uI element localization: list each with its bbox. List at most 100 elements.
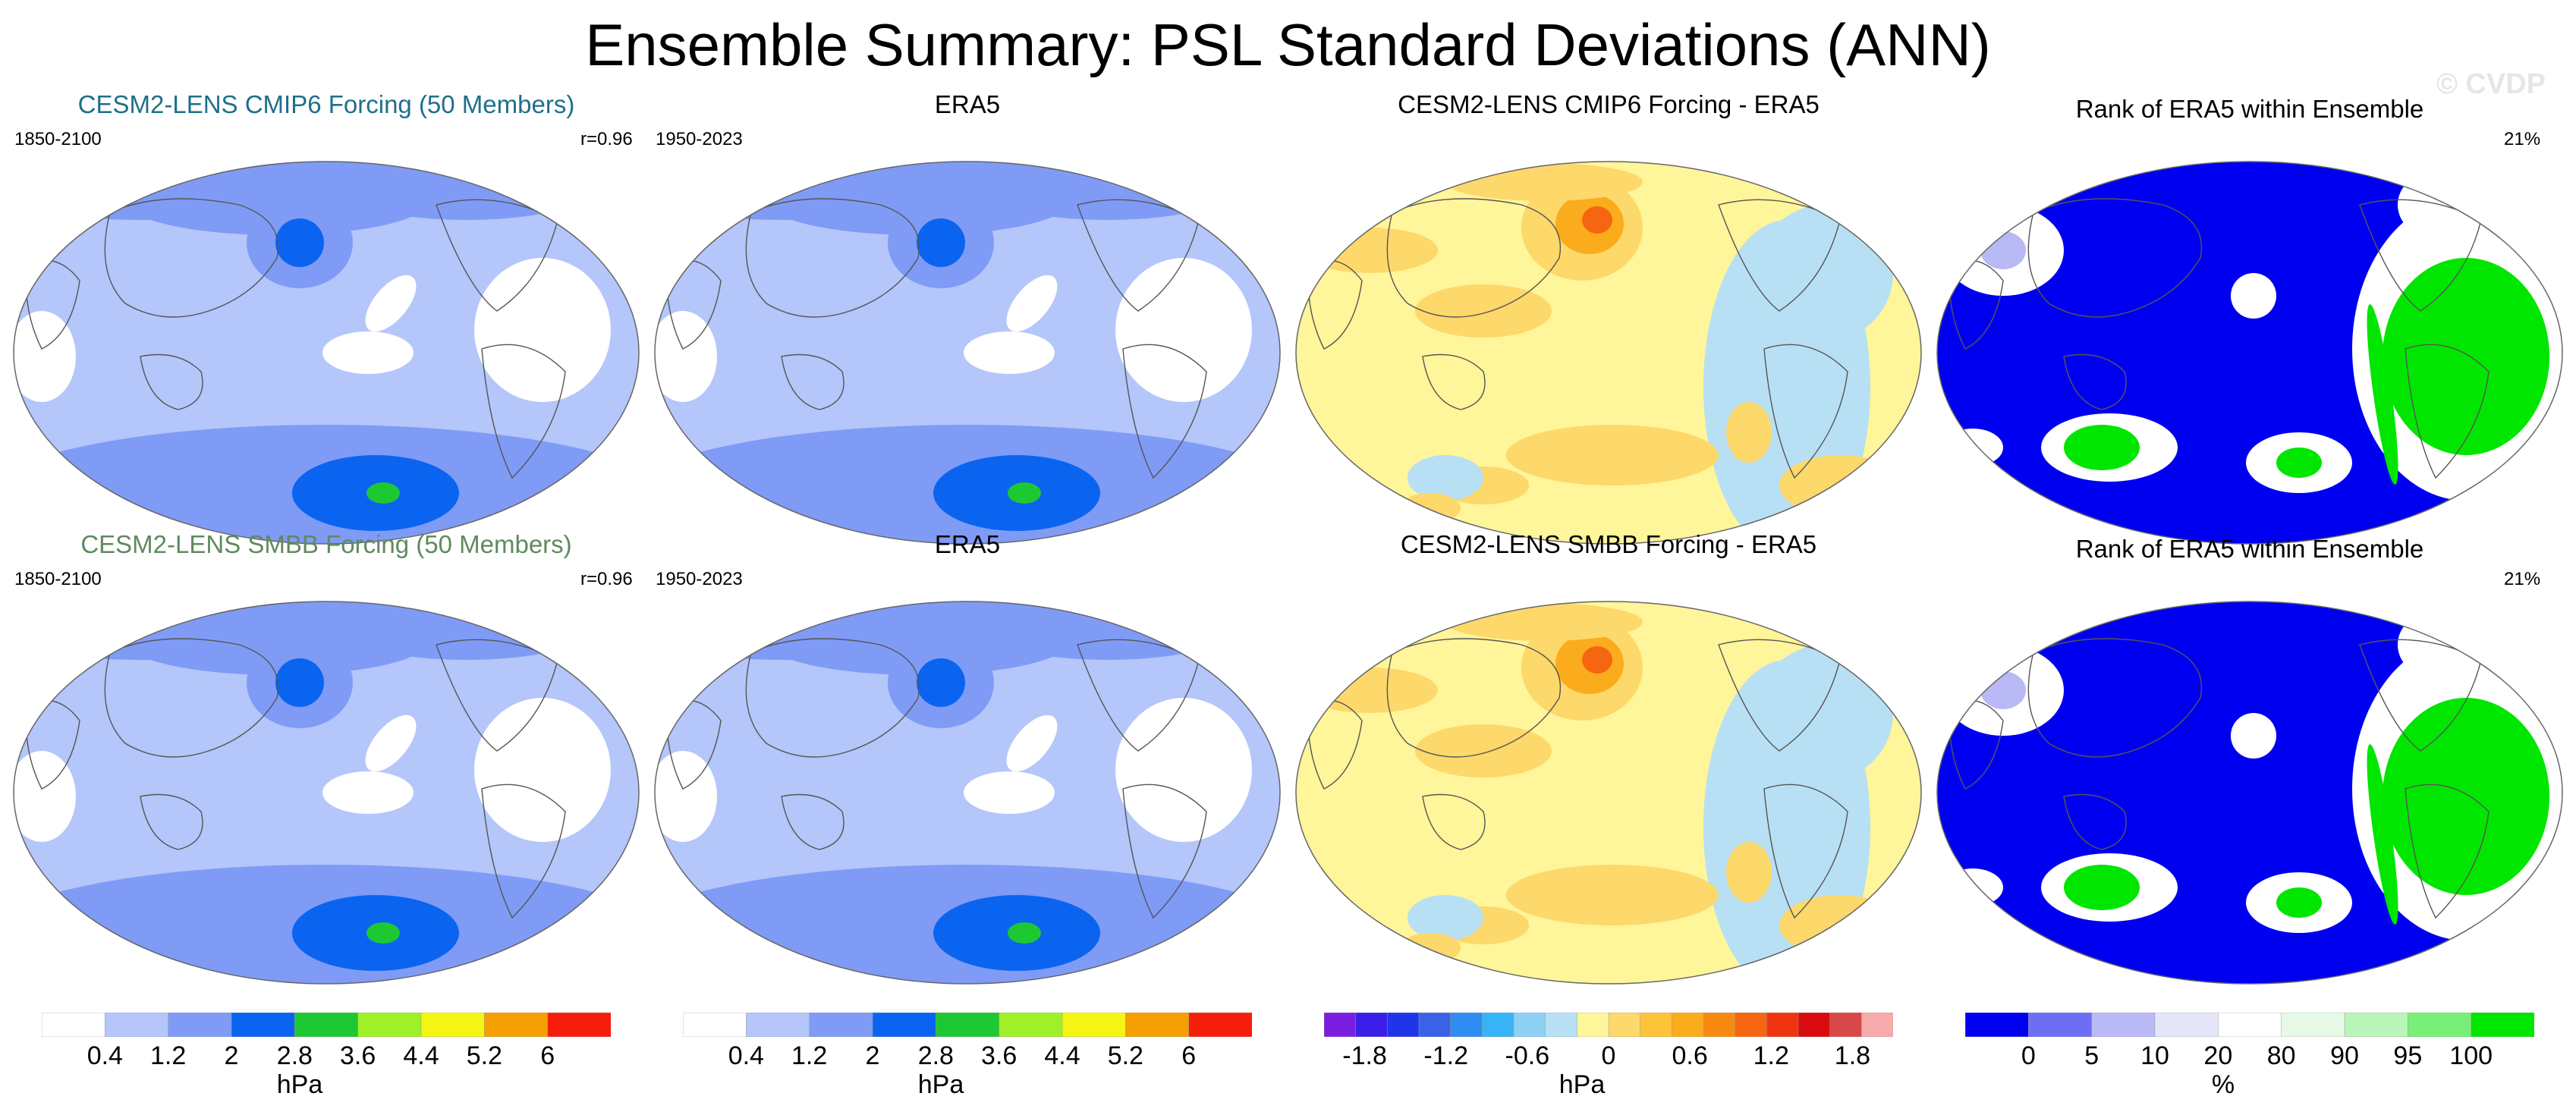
panel-title: CESM2-LENS CMIP6 Forcing (50 Members) xyxy=(77,90,575,118)
contour-region xyxy=(1937,601,2102,622)
coastline xyxy=(745,638,920,758)
colorbar-tick-label: 2.8 xyxy=(276,1041,313,1070)
colorbar-bin xyxy=(294,1013,359,1037)
contour-region xyxy=(14,311,76,402)
coastline xyxy=(666,699,722,790)
colorbar-tick-label: 2 xyxy=(865,1041,880,1070)
contour-region xyxy=(1408,895,1483,941)
coastline xyxy=(1386,198,1562,318)
panel-title: CESM2-LENS CMIP6 Forcing - ERA5 xyxy=(1398,90,1820,118)
colorbar-bin xyxy=(1545,1013,1578,1037)
coastline xyxy=(25,699,80,790)
stat-label: 21% xyxy=(2504,569,2541,589)
stat-label: r=0.96 xyxy=(580,569,633,589)
colorbar-tick-label: 2 xyxy=(224,1041,239,1070)
map-panel xyxy=(1936,161,2563,545)
map-panel xyxy=(654,601,1281,985)
colorbar-tick-label: 0.4 xyxy=(86,1041,123,1070)
coastline xyxy=(25,259,80,350)
contour-region xyxy=(1757,645,1893,781)
map-border xyxy=(13,601,640,985)
map-border xyxy=(1295,161,1922,545)
colorbar-tick-label: 0.6 xyxy=(1672,1041,1708,1070)
coastline xyxy=(1763,784,1848,919)
colorbar-bin xyxy=(420,1013,486,1037)
contour-region xyxy=(14,751,76,842)
coastline xyxy=(2027,198,2203,318)
colorbar-tick-label: 6 xyxy=(540,1041,555,1070)
colorbar-tick-label: 4.4 xyxy=(403,1041,439,1070)
contour-region xyxy=(1301,667,1438,713)
colorbar-bin xyxy=(1672,1013,1704,1037)
contour-region xyxy=(917,218,965,267)
colorbar-bin xyxy=(484,1013,549,1037)
colorbar-bin xyxy=(1829,1013,1863,1037)
colorbar-tick-label: 6 xyxy=(1181,1041,1197,1070)
contour-region xyxy=(2367,304,2398,485)
coastline xyxy=(1718,199,1841,312)
colorbar-tick-label: 0 xyxy=(1601,1041,1616,1070)
period-label: 1950-2023 xyxy=(656,569,743,589)
contour-region xyxy=(1779,895,1901,956)
coastline xyxy=(745,198,920,318)
contour-region xyxy=(1400,933,1461,963)
stat-label: 21% xyxy=(2504,129,2541,149)
colorbar-tick-label: 5.2 xyxy=(1107,1041,1143,1070)
colorbar-tick-label: 5 xyxy=(2084,1041,2099,1070)
coastline xyxy=(436,199,558,312)
contour-region xyxy=(366,482,400,504)
panel-title: ERA5 xyxy=(934,90,1001,118)
map-border xyxy=(13,161,640,545)
contour-region xyxy=(964,771,1055,814)
colorbar-unit-label: % xyxy=(2211,1070,2235,1099)
coastline xyxy=(1077,199,1200,312)
colorbar-bin xyxy=(168,1013,232,1037)
period-label: 1850-2100 xyxy=(14,129,102,149)
map-panel xyxy=(1936,601,2563,985)
contour-region xyxy=(322,331,414,374)
contour-region xyxy=(1008,922,1041,944)
coastline xyxy=(104,638,279,758)
contour-region xyxy=(2231,713,2276,759)
panel-title: Rank of ERA5 within Ensemble xyxy=(2075,95,2424,123)
contour-region xyxy=(365,715,417,772)
colorbar-bin xyxy=(872,1013,937,1037)
colorbar-bin xyxy=(1513,1013,1546,1037)
map-border xyxy=(1936,601,2563,985)
colorbar-bin xyxy=(2408,1013,2472,1037)
colorbar-bin xyxy=(1450,1013,1483,1037)
contour-region xyxy=(1301,228,1438,273)
coastline xyxy=(1077,639,1200,752)
stat-label: r=0.96 xyxy=(580,129,633,149)
colorbar-tick-label: 20 xyxy=(2203,1041,2233,1070)
colorbar xyxy=(1324,1013,1893,1037)
coastline xyxy=(781,793,845,850)
colorbar-bin xyxy=(746,1013,810,1037)
coastline xyxy=(1763,344,1848,479)
contour-region xyxy=(2398,614,2458,675)
coastline xyxy=(140,793,203,850)
coastline xyxy=(436,639,558,752)
coastline xyxy=(666,259,722,350)
contour-region xyxy=(102,164,193,185)
period-label: 1950-2023 xyxy=(656,129,743,149)
colorbar-bin xyxy=(42,1013,106,1037)
contour-region xyxy=(2276,448,2322,478)
colorbar-tick-label: 3.6 xyxy=(340,1041,376,1070)
panel-title: CESM2-LENS SMBB Forcing (50 Members) xyxy=(80,530,572,558)
colorbar-tick-label: 80 xyxy=(2266,1041,2296,1070)
coastline xyxy=(1949,259,2004,350)
colorbar-bin xyxy=(1703,1013,1736,1037)
colorbar-tick-label: 90 xyxy=(2330,1041,2359,1070)
contour-region xyxy=(1506,425,1719,485)
contour-region xyxy=(275,658,324,707)
contour-region xyxy=(1942,429,2003,466)
colorbar-bin xyxy=(2471,1013,2534,1037)
colorbar-tick-label: 10 xyxy=(2140,1041,2169,1070)
contour-region xyxy=(655,751,717,842)
contour-region xyxy=(1726,402,1772,463)
colorbar-tick-label: -1.8 xyxy=(1342,1041,1387,1070)
colorbar xyxy=(42,1013,611,1037)
coastline xyxy=(2027,638,2203,758)
period-label: 1850-2100 xyxy=(14,569,102,589)
